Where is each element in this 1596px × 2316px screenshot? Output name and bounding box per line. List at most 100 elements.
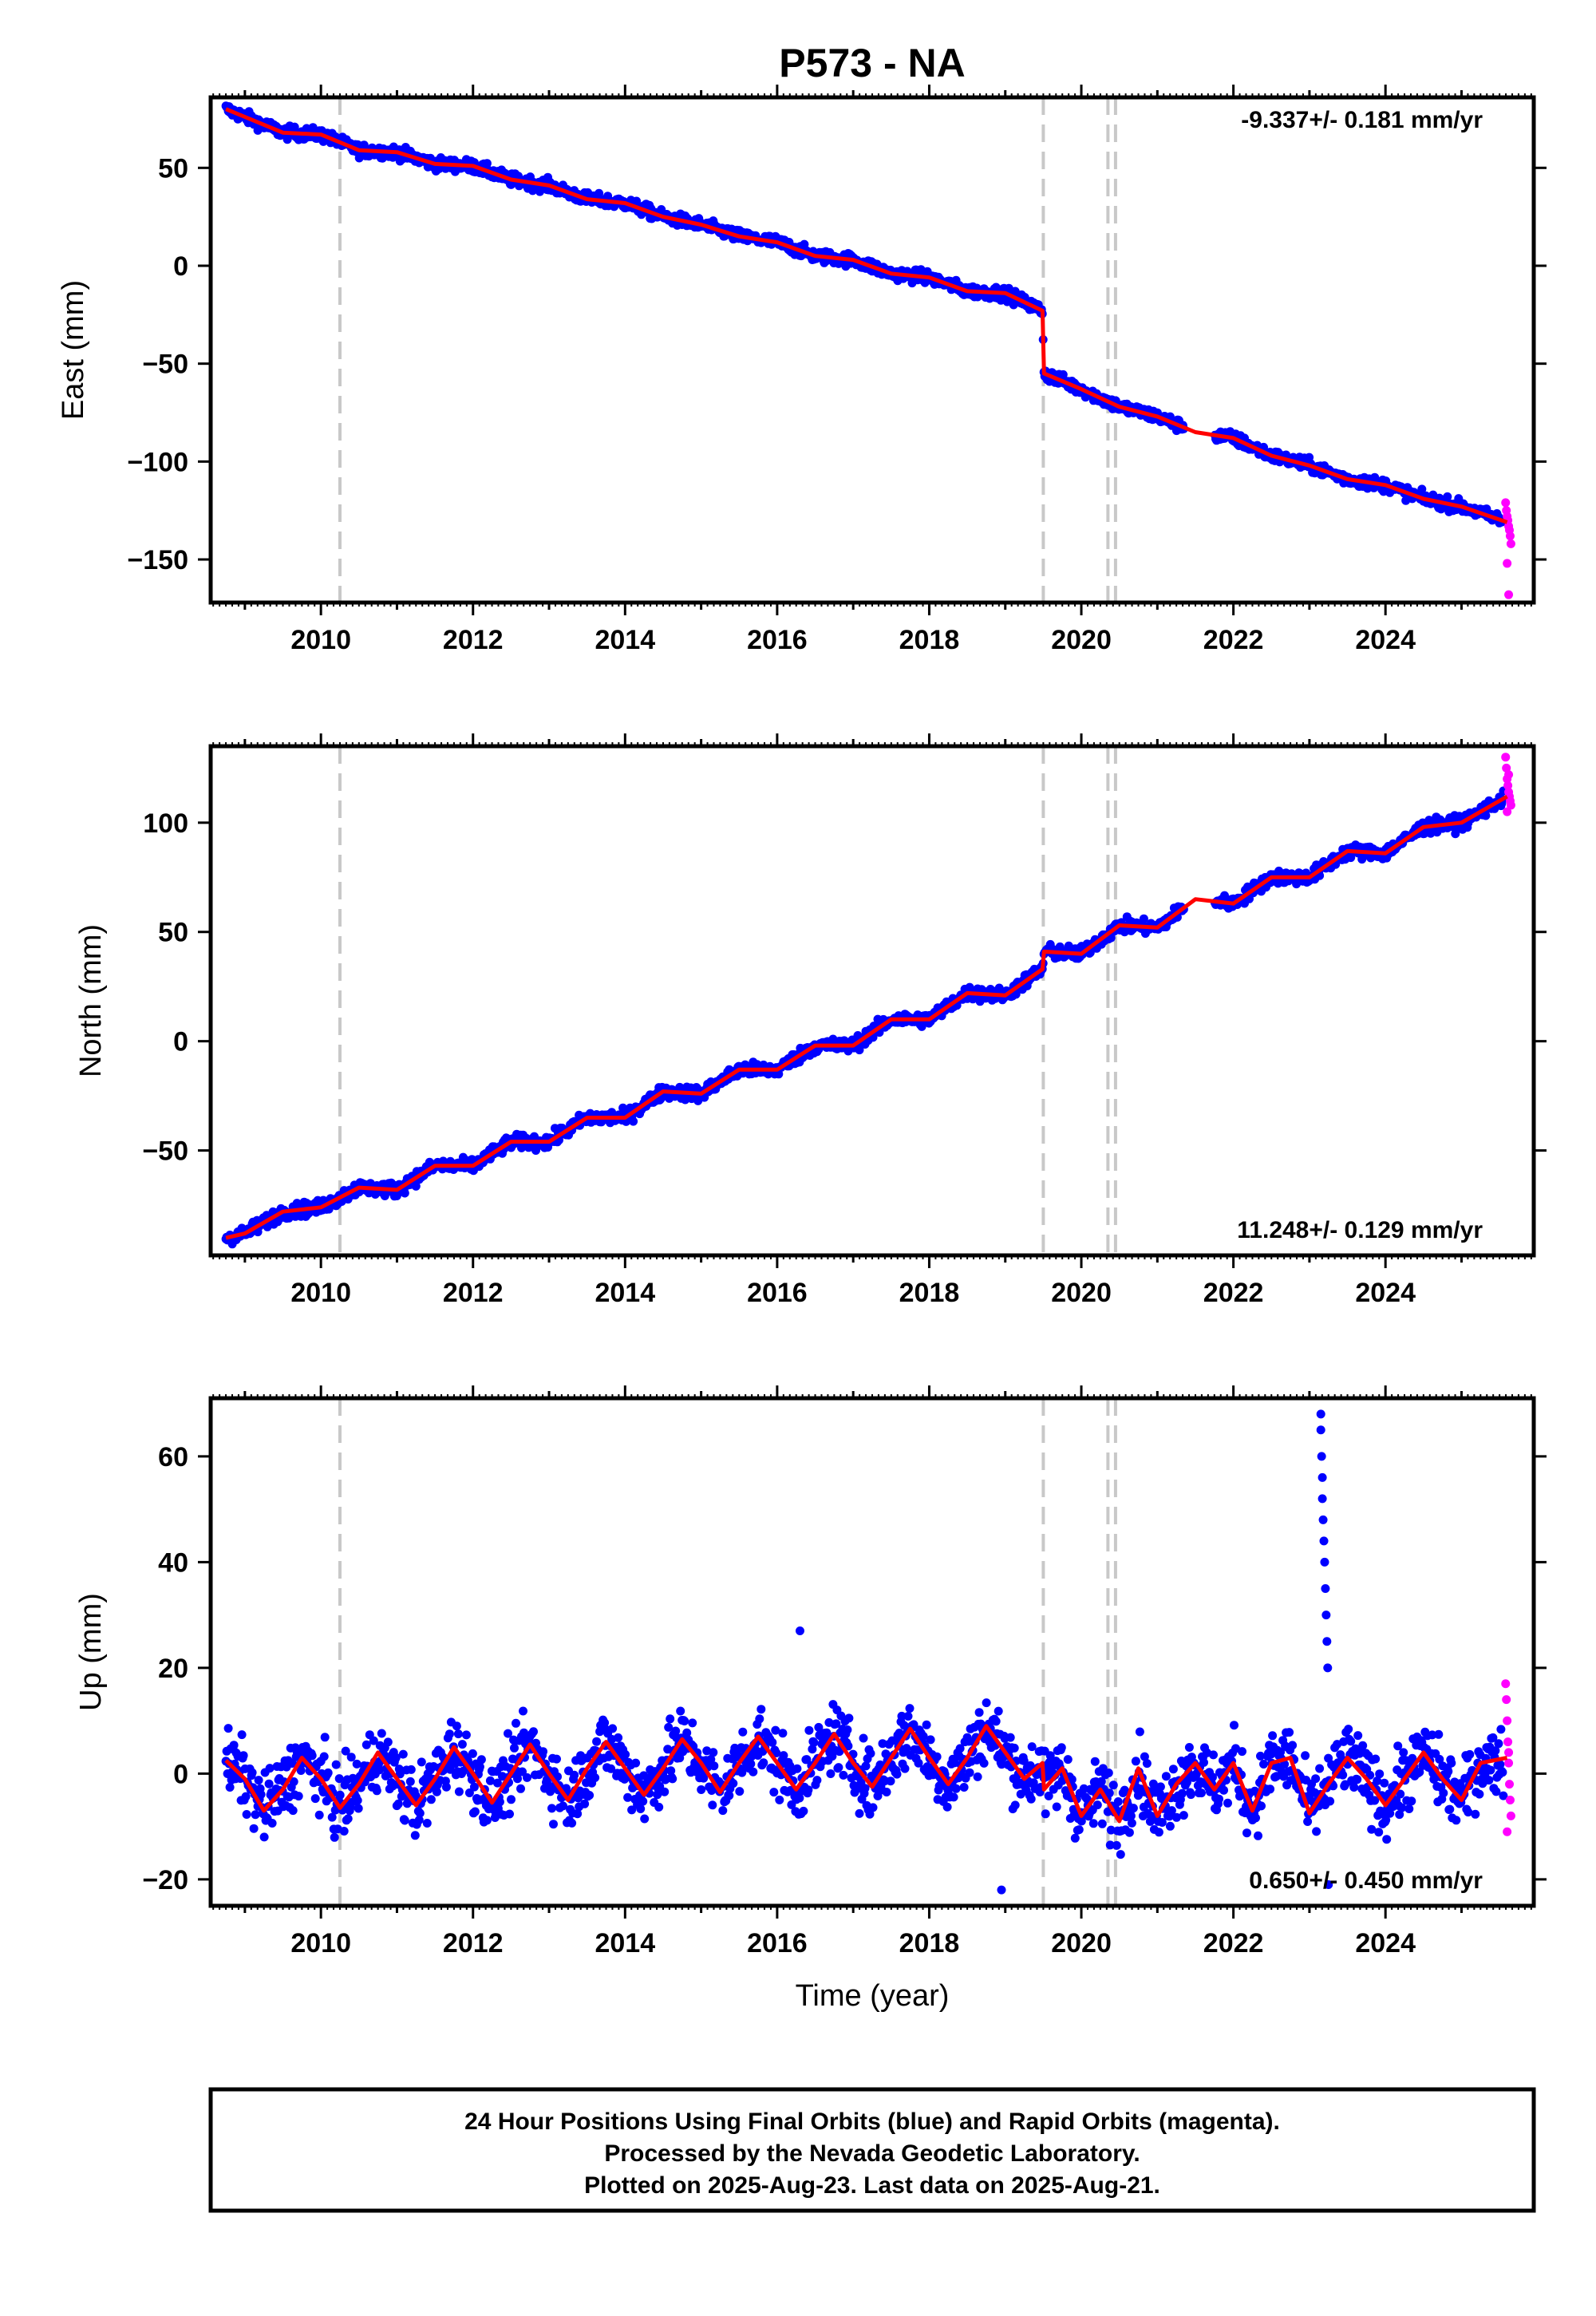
data-point [251,1810,260,1820]
data-point [844,1713,854,1723]
data-point [631,1758,641,1768]
data-point [718,1806,728,1816]
plot-area [221,1398,1515,1906]
rapid-orbit-points [1501,498,1515,599]
north-panel: 2010 2012 2014 2016 2018 2020 2022 2024 −50 0 50 10… [74,733,1547,1308]
data-point [866,1749,875,1758]
data-point [264,1779,274,1788]
data-point [769,1788,779,1797]
x-tick-label: 2022 [1203,1278,1264,1308]
data-point [1139,914,1148,923]
data-point [352,1759,361,1769]
data-point [398,1749,408,1759]
data-point [254,1776,263,1785]
data-point [570,1770,579,1780]
data-point [771,1725,780,1735]
data-point [580,1799,590,1808]
data-point [265,1764,275,1773]
data-point [949,1792,958,1802]
data-point [973,1772,982,1781]
data-point [288,1806,298,1816]
data-point [307,1751,317,1761]
data-point [814,1722,824,1732]
data-point [942,1802,952,1812]
data-point [887,1736,897,1745]
east-panel: 2010 2012 2014 2016 2018 2020 2022 2024 −150 −100… [57,85,1547,655]
data-point [591,1773,600,1782]
data-point [229,1741,239,1750]
data-point [241,1792,251,1801]
x-tick-label: 2022 [1203,625,1264,655]
data-point [660,1787,670,1796]
data-point [505,1809,514,1819]
data-point [772,1749,781,1757]
data-point [457,1740,467,1749]
data-point [518,1767,527,1777]
data-point [640,1814,650,1824]
x-tick-label: 2014 [595,625,655,655]
x-tick-label: 2014 [595,1278,655,1308]
y-tick-label: −50 [142,350,188,380]
data-point [707,1786,717,1795]
x-tick-label: 2016 [747,1278,808,1308]
chart-title: P573 - NA [779,41,965,85]
final-orbit-points [221,101,1508,528]
model-curve [225,794,1508,1240]
x-tick-label: 2010 [290,1278,351,1308]
data-point [638,1796,648,1806]
data-point [900,1764,910,1773]
data-point [523,1773,531,1782]
rapid-point [1505,532,1515,541]
data-point [878,1739,887,1749]
data-point [242,1810,251,1819]
y-tick-label: −50 [142,1136,188,1167]
data-point [608,1724,618,1733]
data-point [573,1809,583,1819]
data-point [495,1797,504,1807]
data-point [415,1808,425,1818]
data-point [476,1755,486,1765]
data-point [400,1188,409,1198]
data-point [974,1708,984,1717]
data-point [955,1744,965,1753]
data-point [529,1727,538,1737]
x-tick-label: 2018 [899,625,960,655]
data-point [709,1748,718,1757]
data-point [410,1831,420,1840]
data-point [391,1753,401,1762]
data-point [395,1769,405,1779]
data-point [792,1764,802,1773]
data-point [552,1754,561,1764]
data-point [383,1737,393,1747]
data-point [775,1795,784,1804]
data-point [922,1720,931,1729]
data-point [959,1783,969,1792]
data-point [400,1816,409,1825]
data-point [237,1730,247,1740]
data-point [353,1796,362,1805]
data-point [843,1725,852,1734]
data-point [547,1804,556,1813]
model-curve [225,107,1508,524]
data-point [422,1819,432,1828]
plot-frame [208,95,1536,605]
data-point [249,1824,259,1833]
data-point [482,1816,492,1825]
data-point [709,1761,719,1771]
data-point [755,1714,764,1724]
data-point [606,1764,616,1773]
data-point [239,1751,248,1761]
data-point [627,1805,637,1815]
data-point [708,1800,717,1810]
data-point [804,1725,814,1735]
data-point [886,1777,895,1786]
data-point [294,1792,303,1801]
x-tick-label: 2012 [443,1278,504,1308]
y-tick-label: 0 [173,1027,188,1057]
data-point [663,1745,673,1754]
rapid-point [1503,559,1512,568]
y-tick-label: 50 [158,918,188,948]
data-point [926,1735,935,1745]
rapid-point [1503,781,1513,790]
